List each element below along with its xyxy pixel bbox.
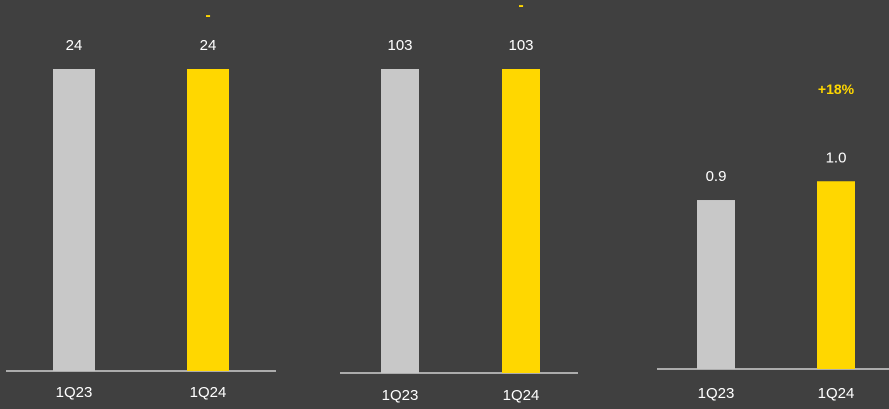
- tick-label-chart-2: 1Q24: [503, 387, 540, 404]
- bar-1q23-chart-3: [697, 200, 735, 369]
- value-label-chart-2: 103: [508, 37, 533, 54]
- value-label-chart-3: 1.0: [826, 149, 847, 166]
- bar-1q23-chart-2: [381, 69, 419, 373]
- tick-label-chart-3: 1Q23: [698, 385, 735, 402]
- bar-1q23-chart-1: [53, 69, 95, 371]
- change-label-chart-2: -: [518, 0, 523, 14]
- tick-label-chart-1: 1Q24: [190, 384, 227, 401]
- tick-label-chart-1: 1Q23: [56, 384, 93, 401]
- tick-label-chart-2: 1Q23: [382, 387, 419, 404]
- tick-label-chart-3: 1Q24: [818, 385, 855, 402]
- value-label-chart-3: 0.9: [706, 168, 727, 185]
- bar-1q24-chart-2: [502, 69, 540, 373]
- change-label-chart-3: +18%: [818, 81, 855, 97]
- bar-1q24-chart-3: [817, 181, 855, 369]
- change-label-chart-1: -: [205, 7, 210, 24]
- value-label-chart-2: 103: [387, 37, 412, 54]
- bar-1q24-chart-1: [187, 69, 229, 371]
- value-label-chart-1: 24: [200, 37, 217, 54]
- value-label-chart-1: 24: [66, 37, 83, 54]
